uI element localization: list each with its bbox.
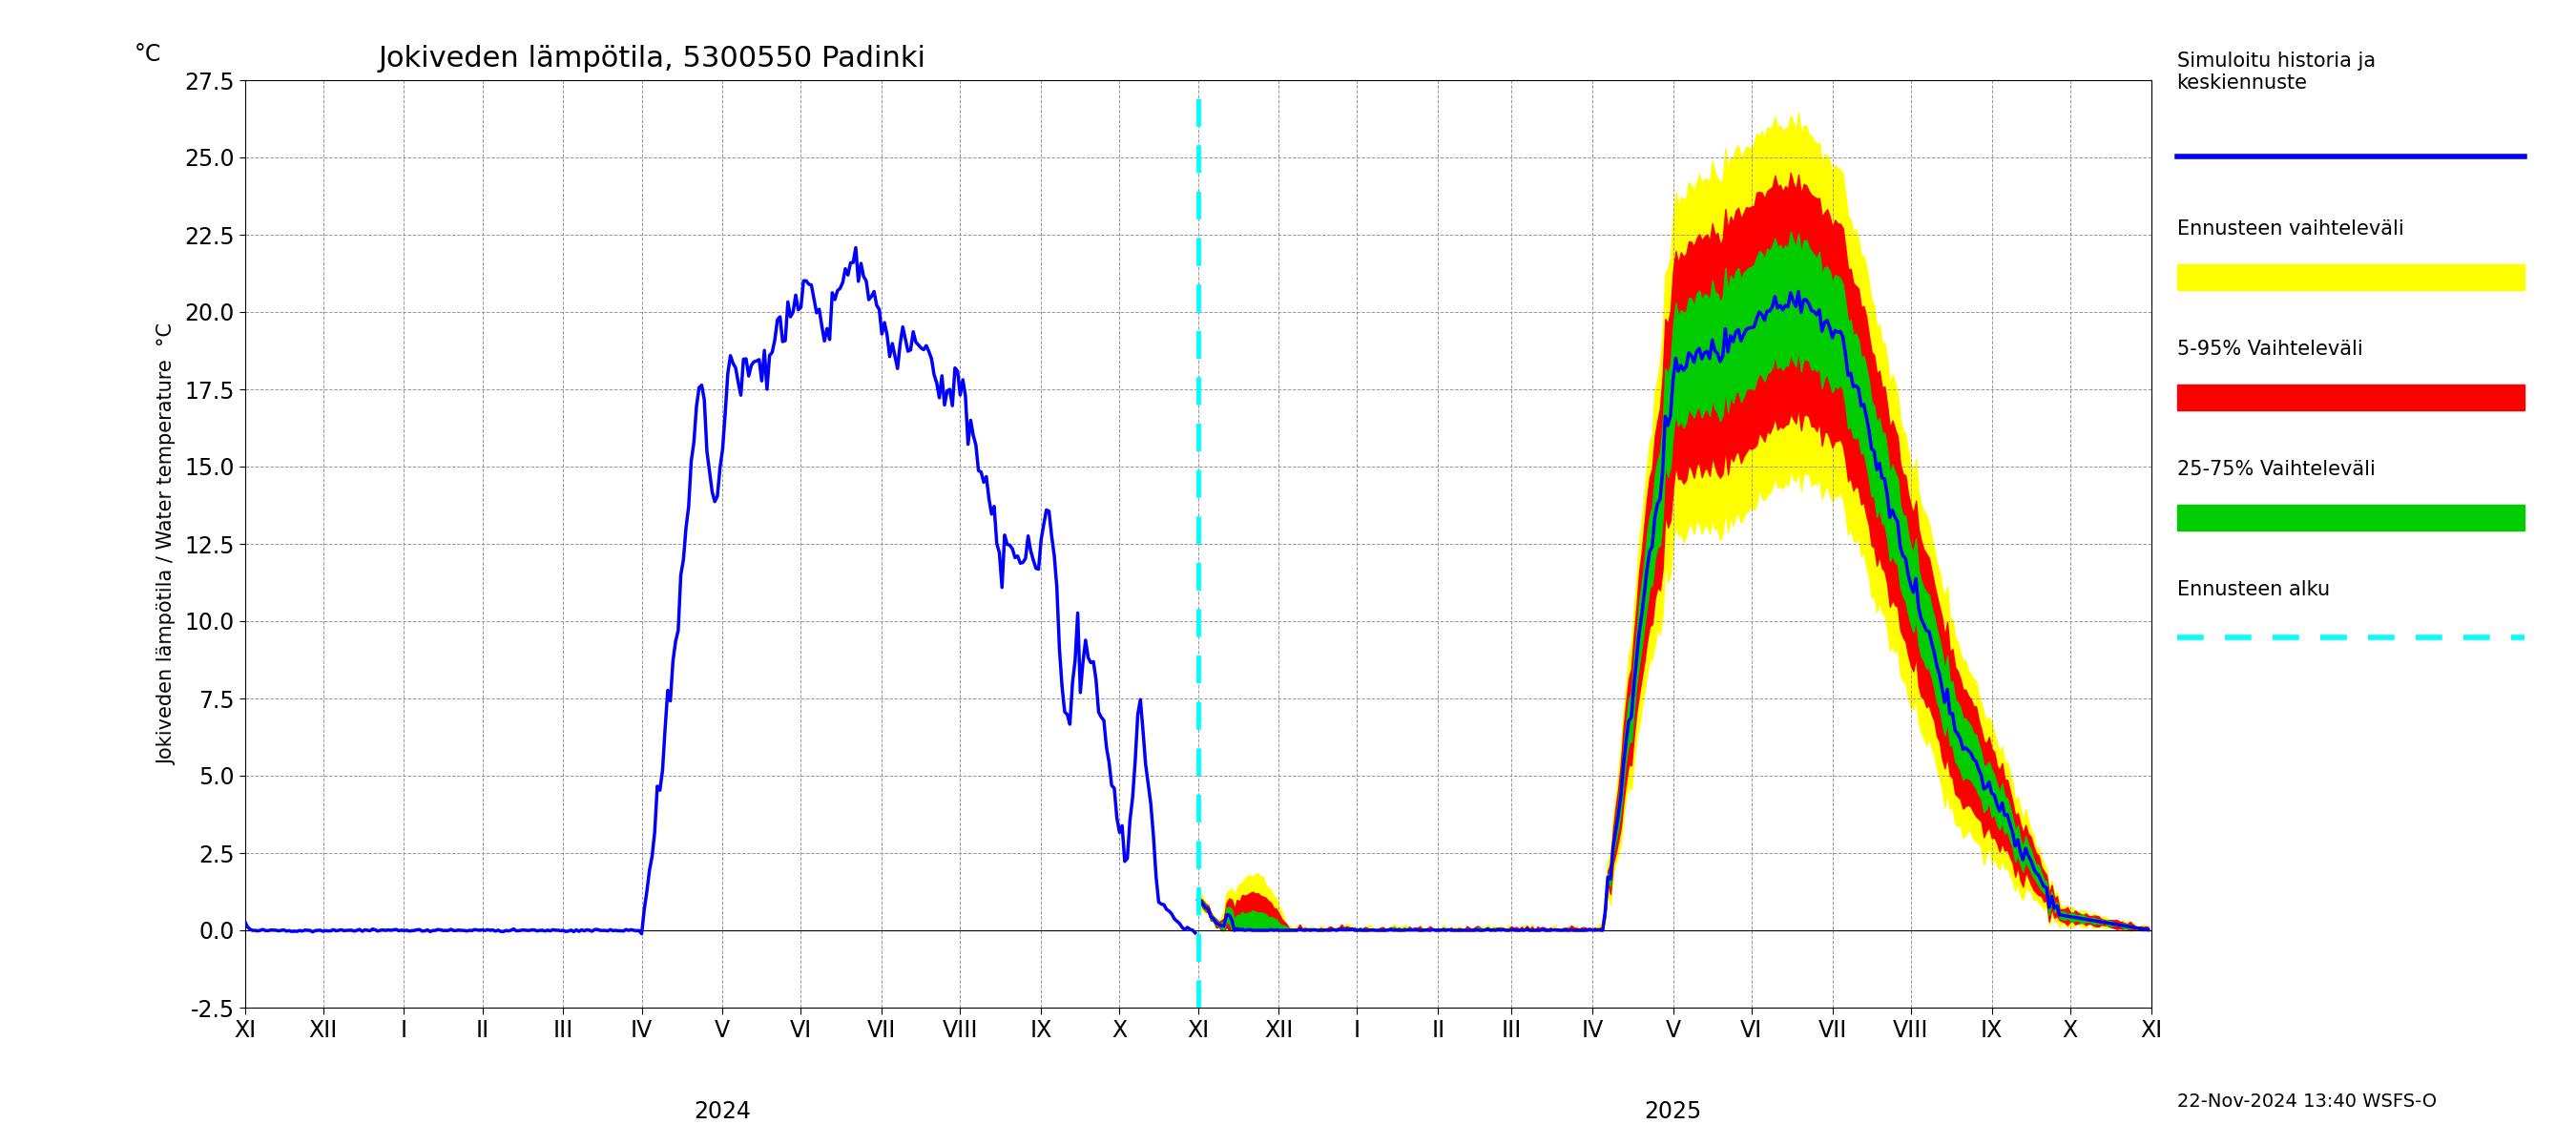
Text: °C: °C (134, 44, 162, 66)
Text: 2024: 2024 (693, 1100, 752, 1123)
Text: Ennusteen alku: Ennusteen alku (2177, 581, 2329, 600)
Text: Ennusteen vaihteleväli: Ennusteen vaihteleväli (2177, 220, 2403, 239)
Text: Jokiveden lämpötila, 5300550 Padinki: Jokiveden lämpötila, 5300550 Padinki (379, 45, 925, 72)
Text: 25-75% Vaihteleväli: 25-75% Vaihteleväli (2177, 460, 2375, 480)
Text: Simuloitu historia ja
keskiennuste: Simuloitu historia ja keskiennuste (2177, 52, 2375, 93)
Y-axis label: Jokiveden lämpötila / Water temperature  °C: Jokiveden lämpötila / Water temperature … (157, 323, 178, 765)
Text: 2025: 2025 (1643, 1100, 1703, 1123)
Text: 22-Nov-2024 13:40 WSFS-O: 22-Nov-2024 13:40 WSFS-O (2177, 1092, 2437, 1111)
Text: 5-95% Vaihteleväli: 5-95% Vaihteleväli (2177, 340, 2362, 360)
